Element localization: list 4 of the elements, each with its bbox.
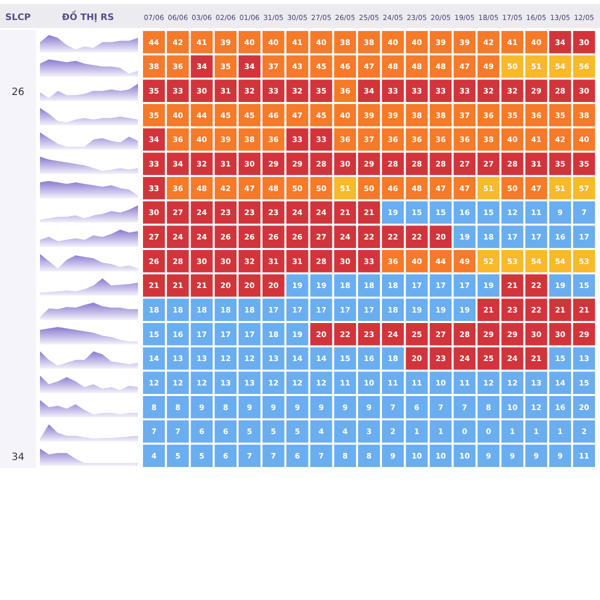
- text: 26: [12, 86, 24, 98]
- text: ĐỒ THỊ RS: [62, 10, 114, 23]
- text: SLCP: [5, 13, 32, 23]
- text: 34: [12, 452, 24, 463]
